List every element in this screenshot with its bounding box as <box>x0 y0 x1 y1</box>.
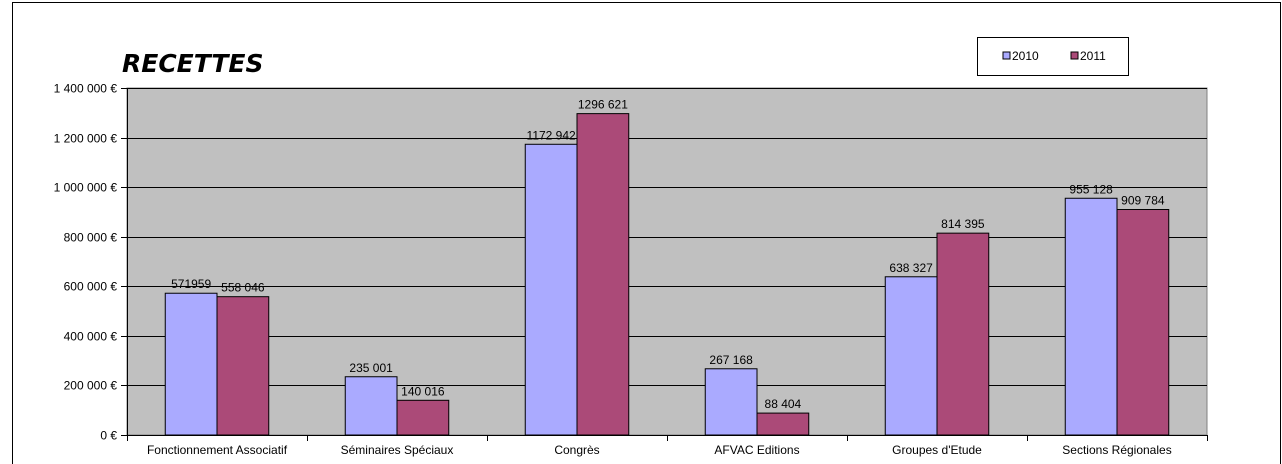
bar-2011 <box>936 232 990 436</box>
x-category-label: AFVAC Editions <box>714 443 799 457</box>
y-tick-label: 600 000 € <box>64 280 118 294</box>
legend-box <box>977 37 1129 76</box>
bar-2011 <box>576 113 630 436</box>
x-category-label: Congrès <box>554 443 599 457</box>
bar-2011 <box>396 399 450 436</box>
data-label: 1172 942 <box>527 128 576 142</box>
x-category-label: Sections Régionales <box>1062 443 1171 457</box>
chart-title: RECETTES <box>122 49 264 78</box>
data-label: 267 168 <box>709 353 753 367</box>
bar-2011 <box>1116 209 1170 436</box>
legend-swatch-2011 <box>1070 51 1079 60</box>
data-label: 88 404 <box>765 397 802 411</box>
plot-background <box>126 87 1208 436</box>
data-label: 571959 <box>171 277 211 291</box>
bar-2010 <box>884 276 938 436</box>
data-label: 955 128 <box>1069 182 1113 196</box>
bar-2010 <box>344 376 398 436</box>
legend-swatch-2010 <box>1002 51 1011 60</box>
y-tick-label: 800 000 € <box>64 231 118 245</box>
data-labels: 571959 558 046 235 001 140 016 1172 942 1296 … <box>171 98 1165 411</box>
data-label: 909 784 <box>1121 194 1165 208</box>
x-category-label: Groupes d'Etude <box>892 443 982 457</box>
legend: 2010 2011 <box>977 37 1129 76</box>
legend-label: 2010 <box>1012 49 1039 63</box>
data-label: 814 395 <box>941 217 985 231</box>
y-tick-label: 1 400 000 € <box>54 82 118 96</box>
data-label: 140 016 <box>401 384 445 398</box>
y-tick-label: 400 000 € <box>64 330 118 344</box>
data-label: 1296 621 <box>578 98 628 112</box>
bar-2010 <box>1064 197 1118 436</box>
x-category-label: Séminaires Spéciaux <box>341 443 454 457</box>
y-tick-label: 0 € <box>100 429 117 443</box>
y-tick-label: 1 200 000 € <box>54 132 118 146</box>
y-tick-label: 200 000 € <box>64 379 118 393</box>
y-tick-label: 1 000 000 € <box>54 181 118 195</box>
data-label: 558 046 <box>221 281 265 295</box>
bar-2010 <box>524 143 578 436</box>
bar-2011 <box>216 296 270 436</box>
legend-label: 2011 <box>1080 49 1106 63</box>
bar-2010 <box>164 292 218 436</box>
bar-2011 <box>756 412 810 436</box>
data-label: 638 327 <box>889 261 933 275</box>
bars <box>164 113 1170 436</box>
y-axis: 0 € 200 000 € 400 000 € 600 000 € 800 000 € 1… <box>54 82 128 443</box>
plot-area <box>126 87 1208 436</box>
x-category-label: Fonctionnement Associatif <box>147 443 288 457</box>
x-axis: Fonctionnement Associatif Séminaires Spéc… <box>127 435 1208 457</box>
bar-2010 <box>704 368 758 436</box>
data-label: 235 001 <box>349 361 393 375</box>
